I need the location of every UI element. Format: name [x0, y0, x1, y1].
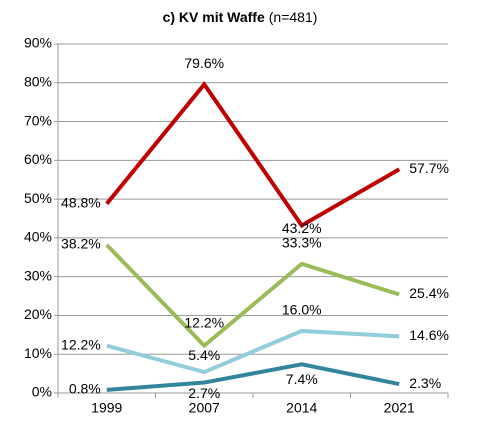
data-label: 12.2%: [61, 336, 101, 352]
data-label: 38.2%: [61, 236, 101, 252]
x-tick-label: 2014: [286, 400, 317, 416]
data-label: 33.3%: [282, 235, 322, 251]
y-tick-label: 90%: [24, 35, 52, 51]
data-label: 2.3%: [409, 375, 441, 391]
data-label: 43.2%: [282, 220, 322, 236]
y-tick-label: 10%: [24, 345, 52, 361]
chart-title-group: c) KV mit Waffe (n=481): [163, 9, 318, 25]
y-tick-label: 0%: [32, 384, 52, 400]
chart-subtitle: (n=481): [269, 9, 318, 25]
data-label: 5.4%: [188, 347, 220, 363]
y-tick-label: 30%: [24, 267, 52, 283]
data-label: 2.7%: [188, 385, 220, 401]
data-label: 57.7%: [409, 160, 449, 176]
line: [106, 362, 400, 392]
y-tick-label: 50%: [24, 190, 52, 206]
x-tick-label: 1999: [91, 400, 122, 416]
data-label: 16.0%: [282, 302, 322, 318]
data-label: 14.6%: [409, 327, 449, 343]
data-label: 0.8%: [69, 381, 101, 397]
y-tick-label: 40%: [24, 229, 52, 245]
data-label: 7.4%: [286, 371, 318, 387]
line: [105, 243, 400, 349]
data-label: 48.8%: [61, 194, 101, 210]
data-label: 12.2%: [184, 314, 224, 330]
line: [105, 81, 401, 229]
y-tick-label: 20%: [24, 306, 52, 322]
line: [106, 328, 400, 375]
y-tick-label: 60%: [24, 151, 52, 167]
y-tick-label: 70%: [24, 112, 52, 128]
chart-title: c) KV mit Waffe: [163, 9, 265, 25]
y-tick-label: 80%: [24, 73, 52, 89]
x-tick-label: 2007: [189, 400, 220, 416]
data-label: 25.4%: [409, 285, 449, 301]
data-label: 79.6%: [184, 55, 224, 71]
x-tick-label: 2021: [384, 400, 415, 416]
